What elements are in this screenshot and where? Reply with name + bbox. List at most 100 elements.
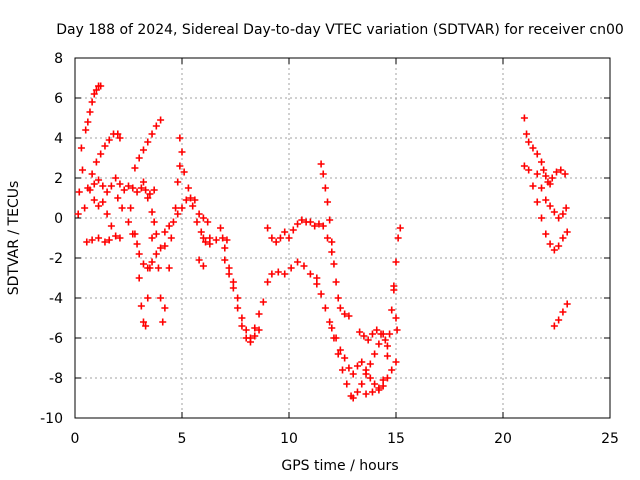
data-point xyxy=(324,198,332,206)
data-point xyxy=(182,196,190,204)
data-point xyxy=(129,184,137,192)
data-point xyxy=(146,190,154,198)
data-point xyxy=(373,326,381,334)
data-point xyxy=(332,334,340,342)
data-point xyxy=(99,198,107,206)
data-point xyxy=(321,304,329,312)
series-arc-j xyxy=(161,194,212,236)
data-point xyxy=(144,194,152,202)
data-point xyxy=(88,236,96,244)
data-point xyxy=(281,270,289,278)
data-point xyxy=(360,332,368,340)
data-point xyxy=(223,236,231,244)
series-arc-w xyxy=(520,114,569,188)
data-point xyxy=(345,312,353,320)
data-point xyxy=(520,114,528,122)
data-point xyxy=(368,388,376,396)
data-point xyxy=(81,204,89,212)
data-point xyxy=(199,262,207,270)
data-point xyxy=(319,222,327,230)
series-arc-m xyxy=(217,224,321,342)
data-point xyxy=(366,360,374,368)
series-arc-u xyxy=(362,224,404,398)
data-point xyxy=(133,240,141,248)
data-point xyxy=(375,384,383,392)
data-point xyxy=(328,324,336,332)
data-point xyxy=(362,366,370,374)
data-point xyxy=(95,202,103,210)
data-point xyxy=(345,364,353,372)
data-point xyxy=(219,234,227,242)
data-point xyxy=(114,194,122,202)
data-point xyxy=(75,188,83,196)
data-point xyxy=(313,274,321,282)
data-point xyxy=(550,246,558,254)
x-axis-label: GPS time / hours xyxy=(281,458,398,474)
data-point xyxy=(533,170,541,178)
data-point xyxy=(377,330,385,338)
data-point xyxy=(234,294,242,302)
data-point xyxy=(154,264,162,272)
data-point xyxy=(319,170,327,178)
data-point xyxy=(341,354,349,362)
data-point xyxy=(195,256,203,264)
data-point xyxy=(356,328,364,336)
data-point xyxy=(251,332,259,340)
data-point xyxy=(364,336,372,344)
data-point xyxy=(555,214,563,222)
data-point xyxy=(371,350,379,358)
data-point xyxy=(137,302,145,310)
data-point xyxy=(268,234,276,242)
data-point xyxy=(533,150,541,158)
data-point xyxy=(148,234,156,242)
series-arc-p xyxy=(264,216,336,256)
data-point xyxy=(178,204,186,212)
data-point xyxy=(388,306,396,314)
data-point xyxy=(95,176,103,184)
data-point xyxy=(383,352,391,360)
data-point xyxy=(264,224,272,232)
data-point xyxy=(317,160,325,168)
y-tick-label: 0 xyxy=(54,211,63,227)
data-point xyxy=(349,394,357,402)
data-point xyxy=(336,304,344,312)
data-point xyxy=(242,326,250,334)
data-point xyxy=(229,284,237,292)
data-point xyxy=(341,310,349,318)
data-point xyxy=(326,216,334,224)
data-point xyxy=(99,182,107,190)
series-arc-g xyxy=(127,204,158,330)
data-point xyxy=(313,280,321,288)
data-point xyxy=(317,290,325,298)
y-tick-label: 6 xyxy=(54,91,63,107)
data-point xyxy=(557,166,565,174)
data-point xyxy=(339,366,346,374)
series-arc-d xyxy=(86,174,158,198)
series-arc-z xyxy=(550,300,571,330)
data-point xyxy=(294,220,302,228)
data-point xyxy=(90,196,98,204)
y-tick-label: -6 xyxy=(49,331,63,347)
data-point xyxy=(379,376,387,384)
data-point xyxy=(540,166,548,174)
data-point xyxy=(225,270,233,278)
data-point xyxy=(328,248,336,256)
data-point xyxy=(306,218,314,226)
tick-labels: 0 5 10 15 20 25 -10 -8 -6 -4 -2 0 2 4 6 8 xyxy=(40,51,619,447)
data-point xyxy=(349,370,357,378)
data-point xyxy=(368,330,376,338)
data-point xyxy=(550,322,558,330)
data-point xyxy=(88,170,96,178)
data-point xyxy=(174,210,182,218)
data-point xyxy=(246,338,254,346)
data-point xyxy=(112,232,120,240)
data-point xyxy=(97,150,105,158)
data-point xyxy=(538,214,546,222)
data-point xyxy=(276,234,284,242)
data-point xyxy=(394,234,402,242)
data-point xyxy=(174,178,182,186)
data-point xyxy=(139,318,147,326)
data-point xyxy=(285,234,293,242)
data-point xyxy=(343,380,351,388)
data-point xyxy=(167,234,175,242)
